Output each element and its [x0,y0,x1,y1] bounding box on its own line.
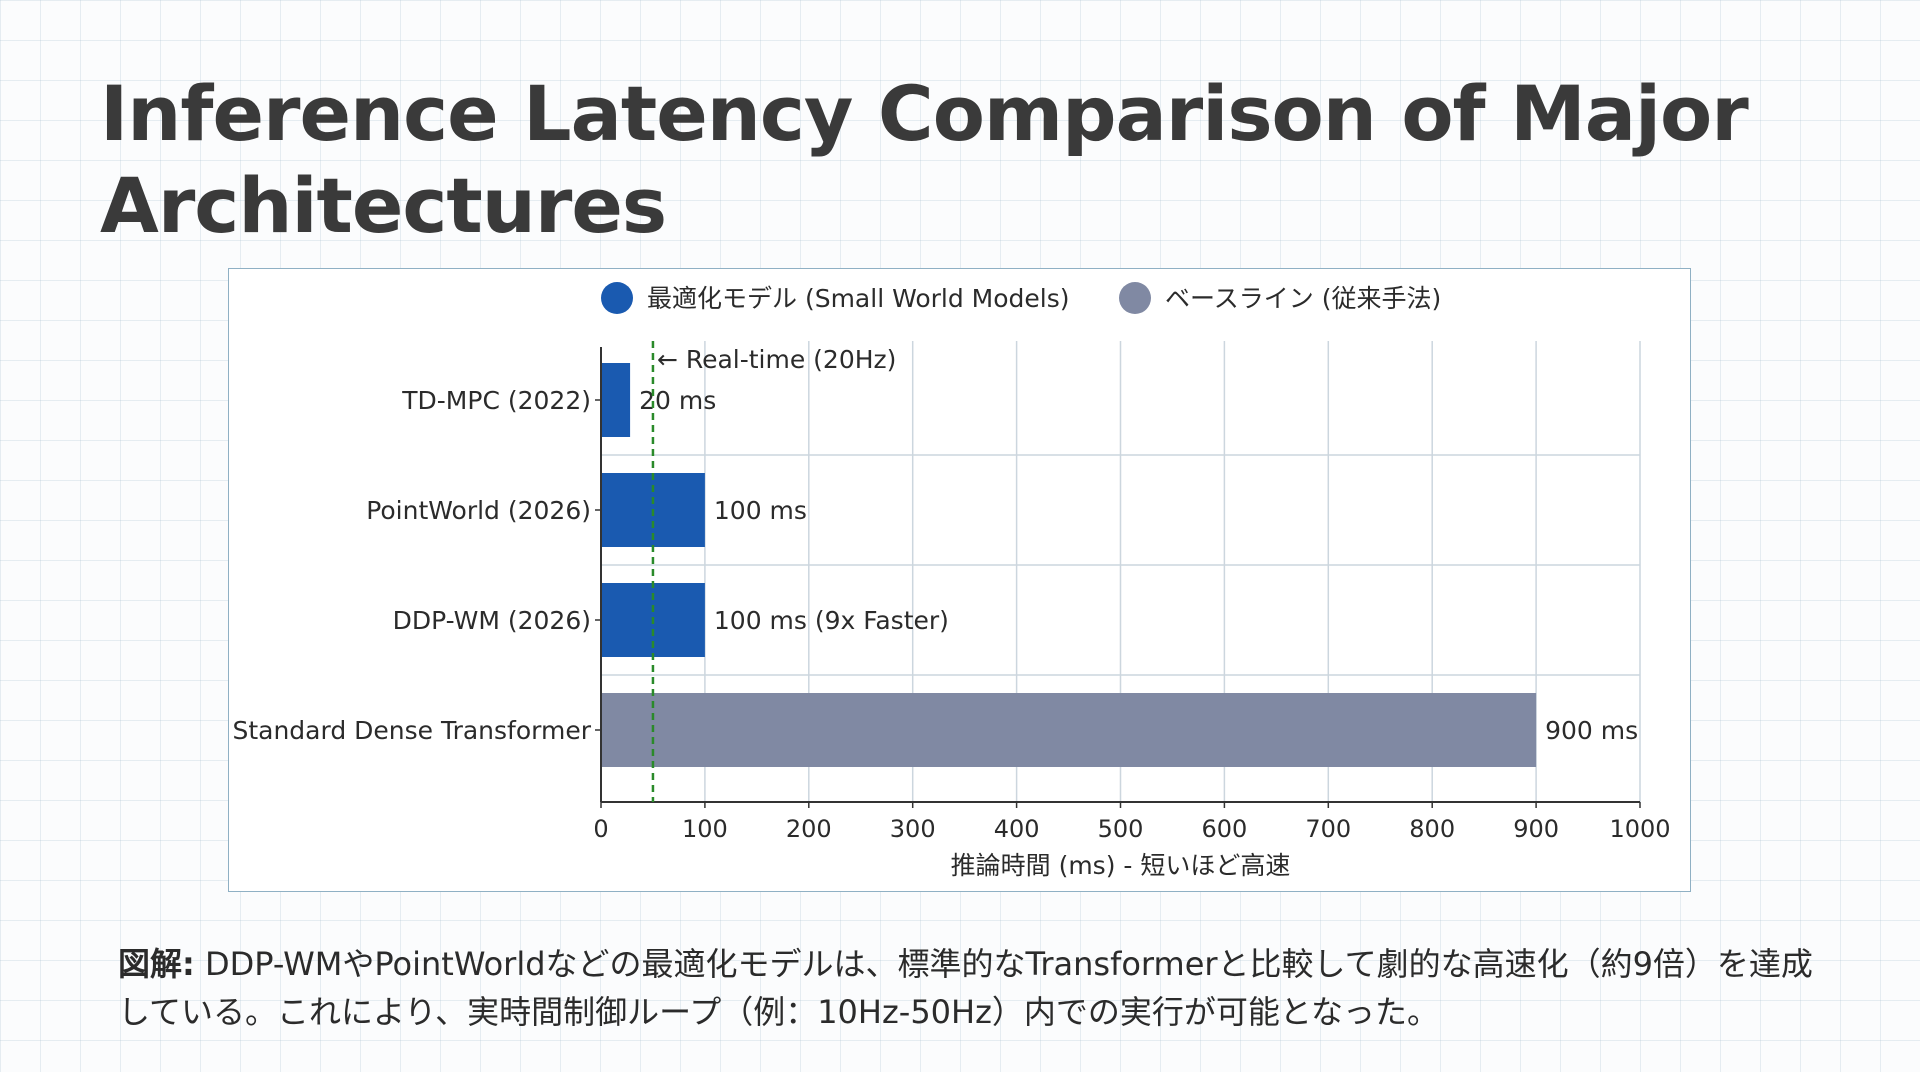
chart-panel: TD-MPC (2022) 20 ms PointWorld (2026) 100 m… [228,268,1691,892]
realtime-reference-label: ← Real-time (20Hz) [657,345,896,374]
x-tick-label: 900 [1513,815,1559,843]
caption-text: DDP-WMやPointWorldなどの最適化モデルは、標準的なTransfor… [118,945,1813,1031]
x-tick-label: 400 [994,815,1040,843]
legend-label-baseline: ベースライン (従来手法) [1165,284,1441,313]
x-tick-label: 100 [682,815,728,843]
x-tick-label: 0 [593,815,608,843]
category-label: DDP-WM (2026) [393,606,591,635]
data-label: 20 ms [639,386,716,415]
category-label: PointWorld (2026) [366,496,591,525]
caption-lead: 図解: [118,945,195,983]
x-tick-label: 700 [1305,815,1351,843]
x-tick-label: 1000 [1609,815,1670,843]
data-label: 100 ms (9x Faster) [714,606,949,635]
x-tick-label: 800 [1409,815,1455,843]
legend-marker-optimized [601,282,633,314]
x-axis-title: 推論時間 (ms) - 短いほど高速 [951,851,1291,880]
x-tick-label: 500 [1098,815,1144,843]
data-label: 900 ms [1545,716,1638,745]
x-tick-label: 200 [786,815,832,843]
legend-marker-baseline [1119,282,1151,314]
bar [601,363,631,437]
data-label: 100 ms [714,496,807,525]
bar [601,693,1537,767]
category-label: TD-MPC (2022) [401,386,591,415]
x-tick-label: 600 [1201,815,1247,843]
figure-caption: 図解: DDP-WMやPointWorldなどの最適化モデルは、標準的なTran… [118,940,1838,1036]
legend-label-optimized: 最適化モデル (Small World Models) [647,284,1070,313]
category-label: Standard Dense Transformer [232,716,591,745]
latency-bar-chart: TD-MPC (2022) 20 ms PointWorld (2026) 100 m… [232,282,1671,880]
page-title: Inference Latency Comparison of Major Ar… [100,69,1749,250]
x-tick-label: 300 [890,815,936,843]
